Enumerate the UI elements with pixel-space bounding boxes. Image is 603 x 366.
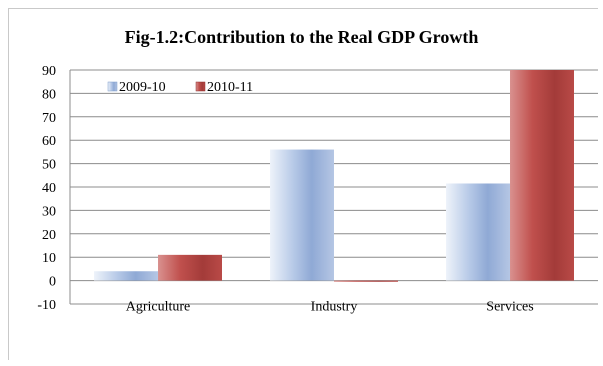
y-tick-label: 50 [42,158,56,173]
x-tick-label: Industry [311,300,358,315]
chart-title: Fig-1.2:Contribution to the Real GDP Gro… [124,27,479,47]
legend-label: 2009-10 [119,80,166,95]
legend-label: 2010-11 [207,80,253,95]
bar-2010-11-Industry [334,280,398,282]
y-tick-label: 0 [49,275,56,290]
y-tick-label: 30 [42,204,56,219]
bar-2009-10-Services [446,183,510,281]
bar-2009-10-Agriculture [94,271,158,281]
legend-swatch-2009-10 [107,81,118,92]
y-tick-label: 10 [42,251,56,266]
y-tick-label: 20 [42,228,56,243]
bar-2010-11-Services [510,70,574,281]
x-tick-label: Agriculture [126,300,191,315]
y-tick-label: 70 [42,111,56,126]
x-tick-label: Services [486,300,533,315]
y-tick-label: 90 [42,64,56,79]
bar-2010-11-Agriculture [158,254,222,281]
y-tick-label: 40 [42,181,56,196]
y-tick-label: 80 [42,87,56,102]
bar-2009-10-Industry [270,149,334,281]
legend-swatch-2010-11 [195,81,206,92]
y-tick-label: 60 [42,134,56,149]
y-tick-label: -10 [37,298,56,313]
